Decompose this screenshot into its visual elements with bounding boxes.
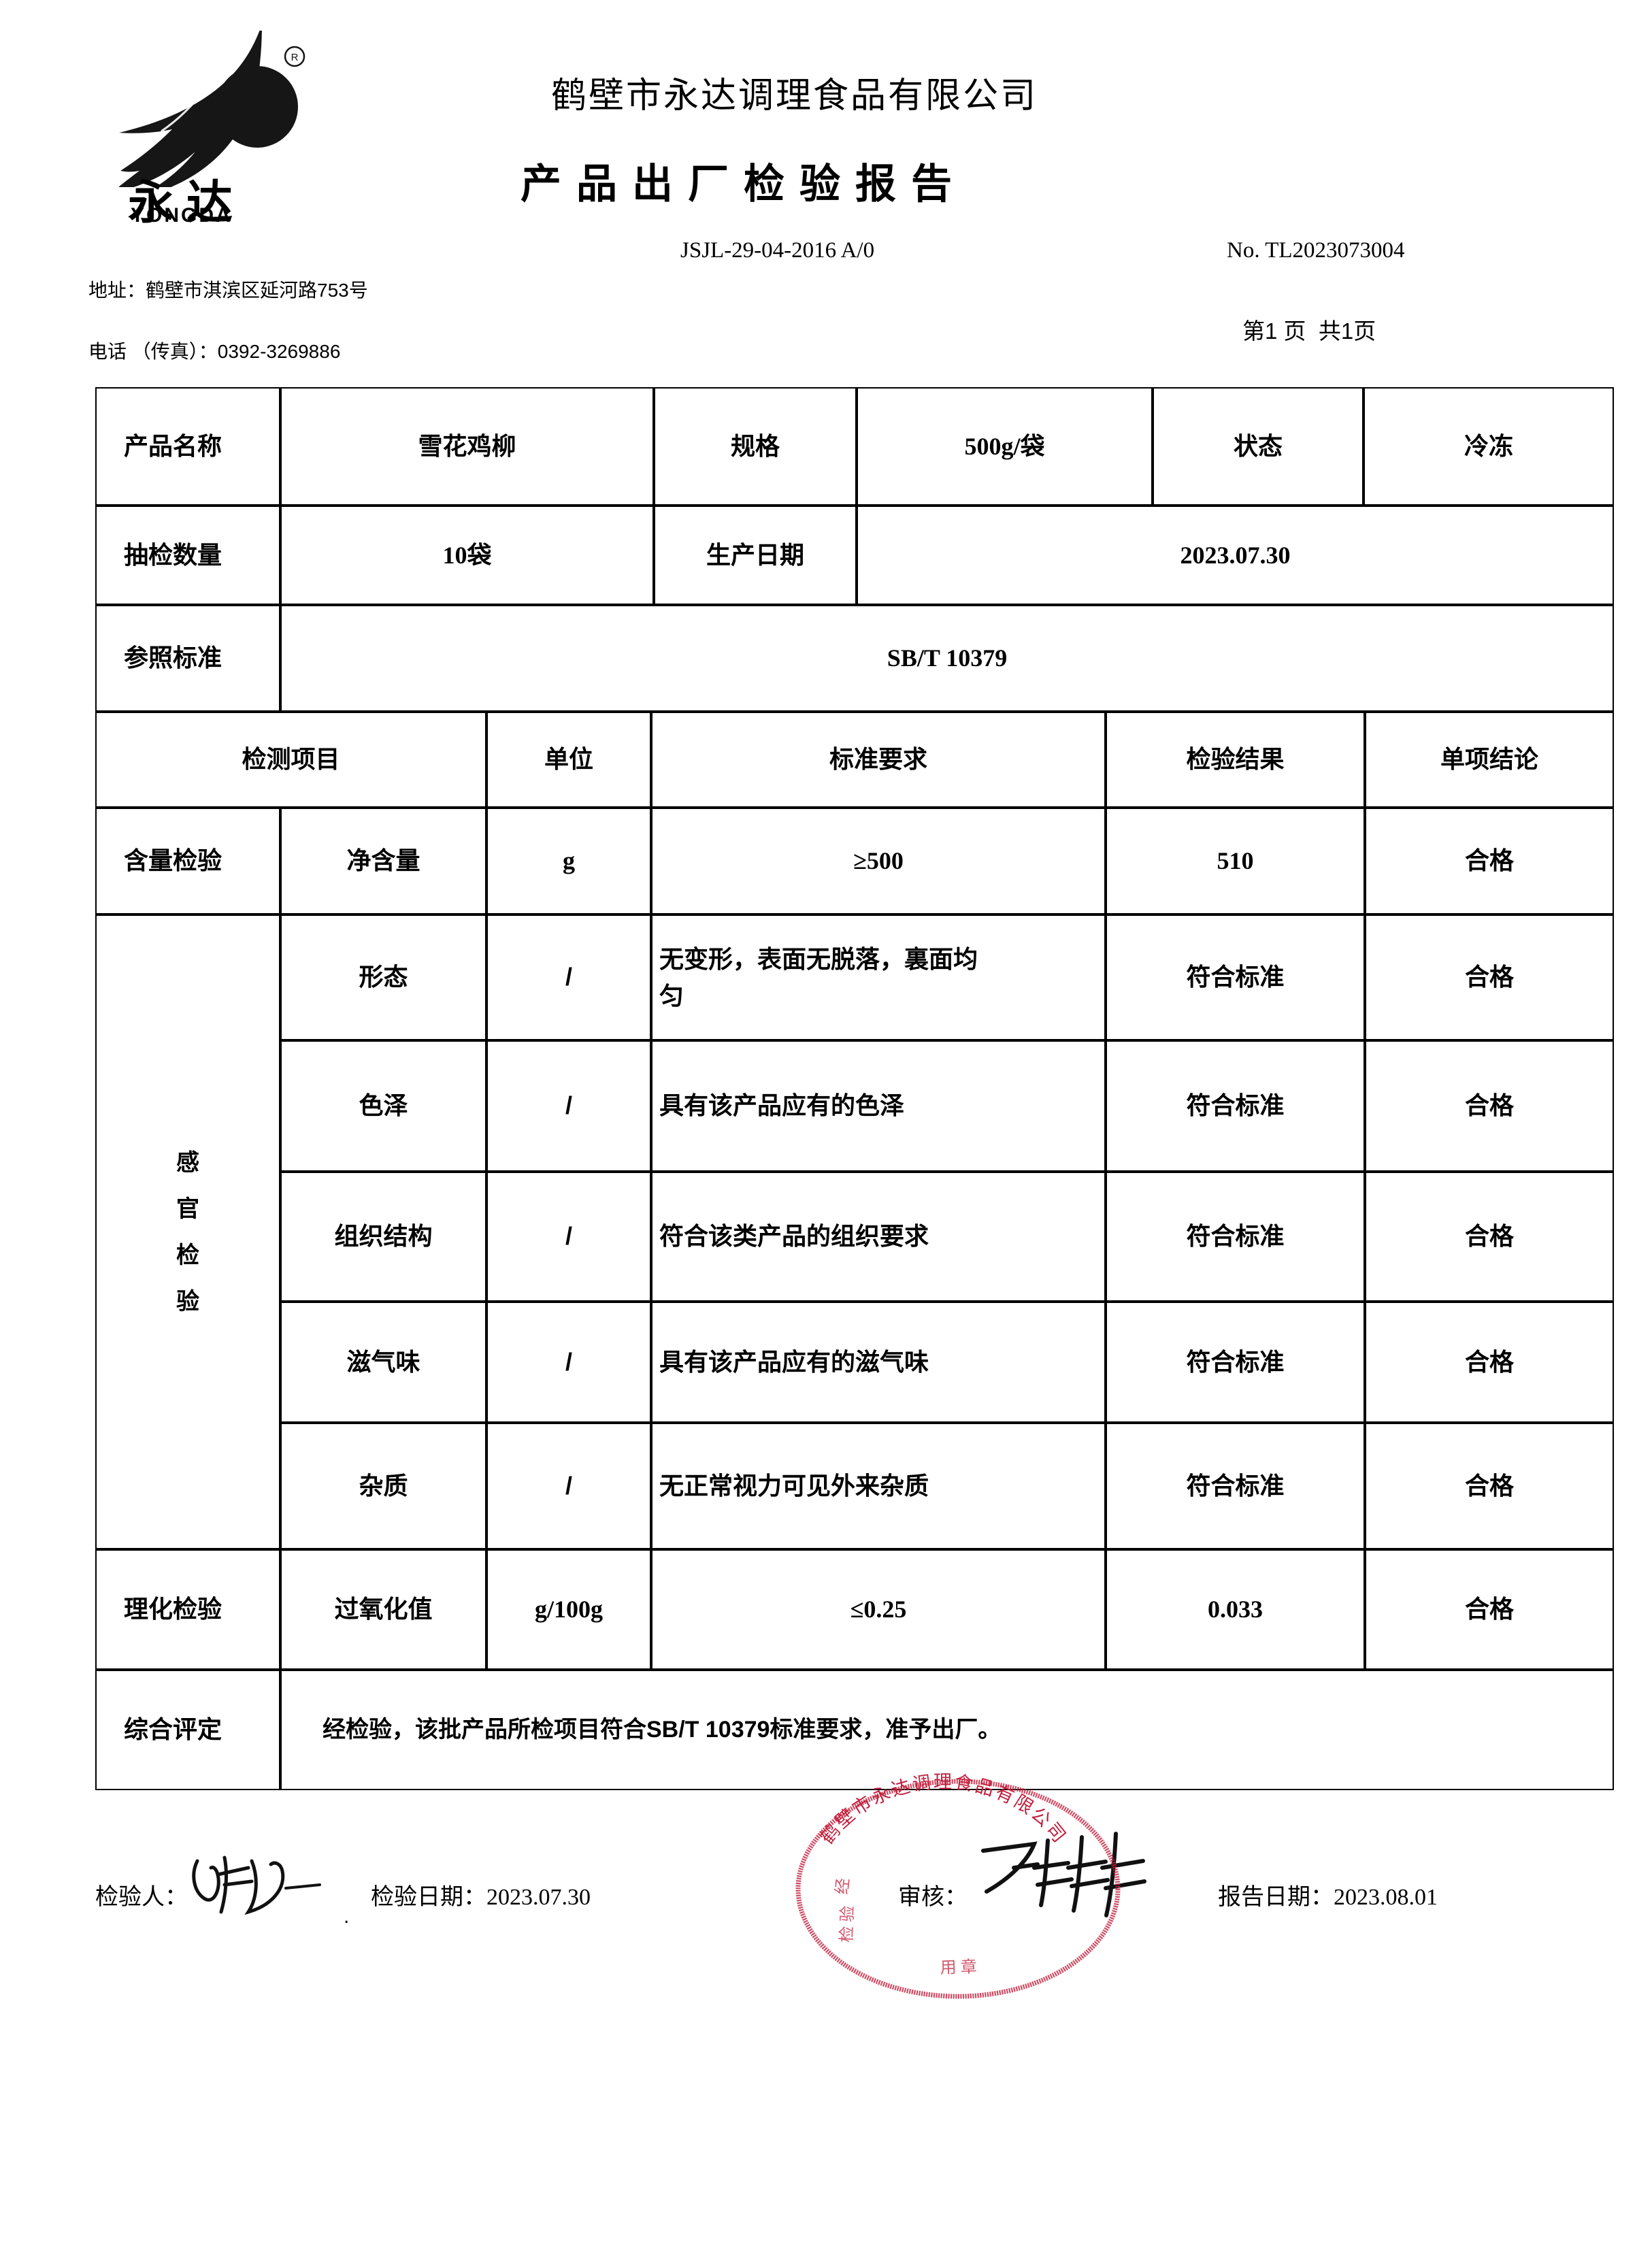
svg-text:用章: 用章 <box>940 1958 981 1977</box>
svg-text:经: 经 <box>833 1875 853 1896</box>
svg-text:检验: 检验 <box>838 1901 857 1943</box>
svg-text:鹤壁市永达调理食品有限公司: 鹤壁市永达调理食品有限公司 <box>816 1772 1071 1848</box>
